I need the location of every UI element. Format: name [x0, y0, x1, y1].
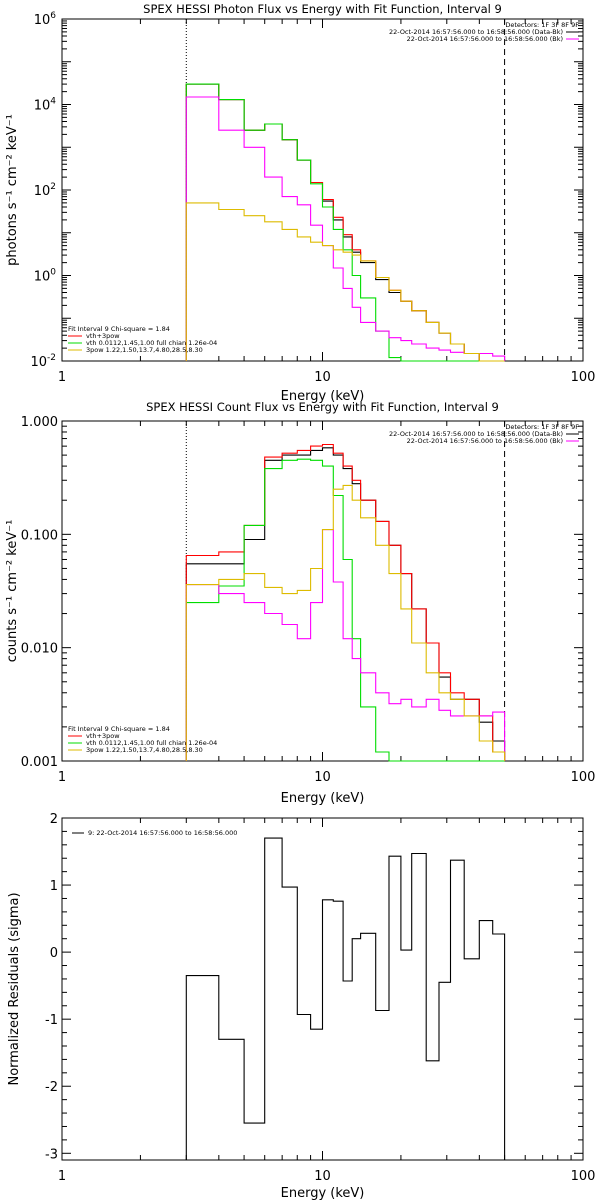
y-tick-label: 1	[50, 879, 58, 894]
legend-entry-label: 3pow 1.22,1.50,13.7,4.80,28.5,8.30	[86, 346, 203, 354]
legend-entry-label: vth+3pow	[86, 732, 120, 740]
y-tick-label: 102	[34, 182, 56, 199]
legend-header: Fit Interval 9 Chi-square = 1.84	[68, 725, 170, 733]
x-tick-label: 100	[571, 370, 596, 385]
legend-entry-label: 22-Oct-2014 16:57:56.000 to 16:58:56.000…	[389, 28, 563, 36]
x-tick-label: 1	[58, 370, 66, 385]
series-line-3	[185, 458, 505, 762]
x-tick-label: 100	[571, 1169, 596, 1184]
x-tick-label: 10	[314, 770, 331, 785]
legend-entry-label: vth 0.0112,1.45,1.00 full chian 1.26e-04	[86, 339, 217, 347]
y-tick-label: 0	[50, 946, 58, 961]
series-line-4	[185, 529, 506, 761]
series-line-3	[185, 83, 505, 362]
x-axis-label: Energy (keV)	[281, 791, 365, 806]
y-tick-label: -3	[45, 1147, 58, 1162]
legend-entry-label: 3pow 1.22,1.50,13.7,4.80,28.5,8.30	[86, 746, 203, 754]
legend-entry-label: vth+3pow	[86, 332, 120, 340]
y-tick-label: 0.001	[21, 755, 58, 770]
legend-entry-label: 22-Oct-2014 16:57:56.000 to 16:58:56.000…	[407, 35, 563, 43]
y-axis-label: counts s⁻¹ cm⁻² keV⁻¹	[5, 520, 20, 663]
series-line-2	[185, 443, 506, 761]
y-tick-label: -1	[45, 1013, 58, 1028]
x-axis-label: Energy (keV)	[281, 1186, 365, 1200]
legend-header: Detectors: 1F 3F 8F 9F	[505, 21, 579, 29]
chart-panel-2: SPEX HESSI Count Flux vs Energy with Fit…	[5, 400, 595, 806]
y-tick-label: 10-2	[30, 353, 56, 370]
x-tick-label: 1	[58, 1169, 66, 1184]
legend-entry-label: 9: 22-Oct-2014 16:57:56.000 to 16:58:56.…	[88, 829, 237, 837]
y-tick-label: 0.010	[21, 642, 58, 657]
series-line-1	[185, 447, 506, 761]
chart-panel-3: 1 10 100 Energy (keV) -3 -2 -1 0 1 2 Normalized Re…	[7, 812, 595, 1200]
legend-header: Fit Interval 9 Chi-square = 1.84	[68, 325, 170, 333]
y-tick-label: 100	[34, 268, 57, 285]
series-line-5	[185, 202, 505, 362]
y-axis-label: photons s⁻¹ cm⁻² keV⁻¹	[5, 114, 20, 266]
y-tick-label: 0.100	[21, 528, 58, 543]
y-tick-label: 2	[50, 812, 58, 827]
y-tick-label: 1.000	[21, 415, 58, 430]
series-line-1	[185, 83, 505, 362]
legend-entry-label: 22-Oct-2014 16:57:56.000 to 16:58:56.000…	[407, 437, 563, 445]
y-axis-label: Normalized Residuals (sigma)	[7, 892, 22, 1085]
series-line-4	[185, 96, 506, 361]
series-line-2	[185, 83, 505, 362]
legend-entry-label: vth 0.0112,1.45,1.00 full chian 1.26e-04	[86, 739, 217, 747]
legend-entry-label: 22-Oct-2014 16:57:56.000 to 16:58:56.000…	[389, 430, 563, 438]
legend-header: Detectors: 1F 3F 8F 9F	[505, 423, 579, 431]
chart-title: SPEX HESSI Count Flux vs Energy with Fit…	[146, 400, 499, 414]
series-line-5	[185, 484, 506, 761]
y-tick-label: 104	[34, 97, 57, 114]
x-tick-label: 100	[571, 770, 596, 785]
x-axis-label: Energy (keV)	[281, 389, 365, 404]
y-tick-label: 106	[34, 11, 57, 28]
y-tick-label: -2	[45, 1080, 58, 1095]
series-line-1	[185, 837, 506, 1160]
chart-title: SPEX HESSI Photon Flux vs Energy with Fi…	[143, 2, 502, 16]
x-tick-label: 10	[314, 1169, 331, 1184]
x-tick-label: 10	[314, 370, 331, 385]
chart-panel-1: SPEX HESSI Photon Flux vs Energy with Fi…	[5, 2, 595, 404]
x-tick-label: 1	[58, 770, 66, 785]
